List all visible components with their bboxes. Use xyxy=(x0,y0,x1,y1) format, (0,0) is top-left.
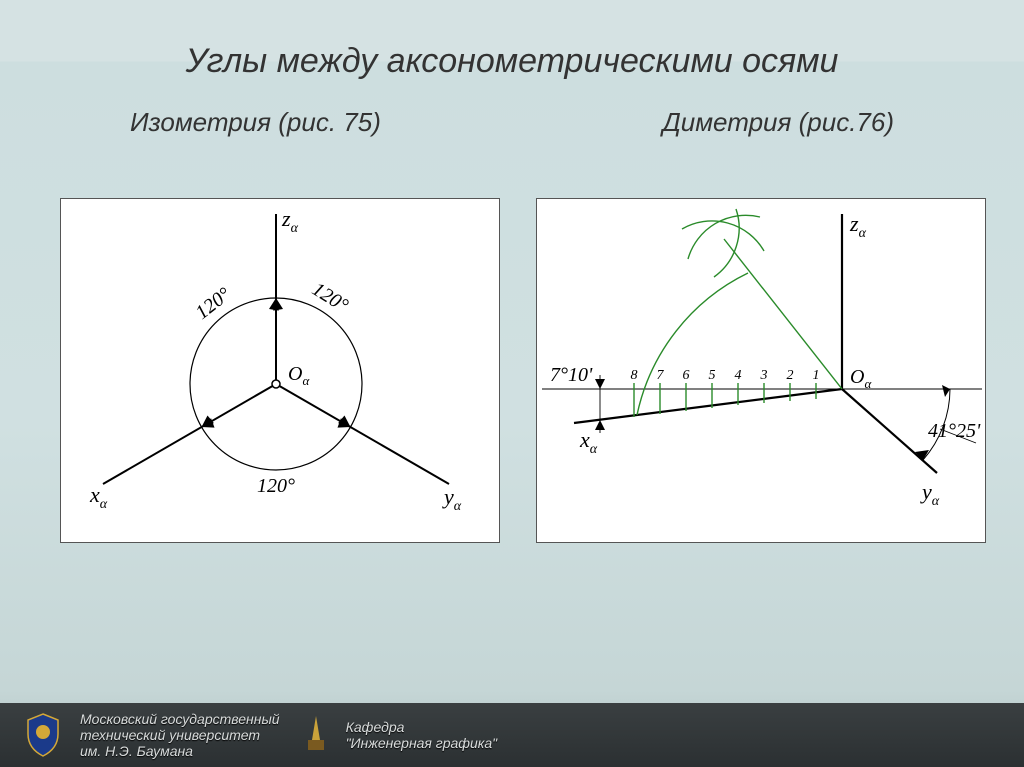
label-y: yα xyxy=(920,479,940,509)
uni-line2: технический университет xyxy=(80,727,280,743)
label-origin: Oα xyxy=(850,366,872,391)
dimetry-svg: 8 7 6 5 4 3 2 1 7°10' xyxy=(537,199,987,544)
axis-x xyxy=(103,384,276,484)
subtitle-isometry: Изометрия (рис. 75) xyxy=(130,107,381,138)
panels-row: 120° 120° 120° zα xα yα Oα xyxy=(0,138,1024,543)
angle-label-bottom: 120° xyxy=(257,475,295,497)
isometry-svg: 120° 120° 120° zα xα yα Oα xyxy=(61,199,501,544)
construction-line xyxy=(724,239,842,389)
svg-text:3: 3 xyxy=(760,368,768,383)
arrow-icon xyxy=(595,420,605,430)
origin-point xyxy=(272,380,280,388)
isometry-drawing: 120° 120° 120° zα xα yα Oα xyxy=(89,206,462,514)
subtitle-row: Изометрия (рис. 75) Диметрия (рис.76) xyxy=(0,81,1024,138)
label-y: yα xyxy=(442,484,462,514)
angle-y-label: 41°25' xyxy=(928,420,981,442)
dim-left xyxy=(595,375,605,433)
axis-y xyxy=(276,384,449,484)
department-name: Кафедра "Инженерная графика" xyxy=(346,719,498,751)
axis-y xyxy=(842,389,937,473)
uni-line1: Московский государственный xyxy=(80,711,280,727)
page-title: Углы между аксонометрическими осями xyxy=(0,0,1024,81)
svg-text:5: 5 xyxy=(709,368,716,383)
svg-text:2: 2 xyxy=(787,368,794,383)
subtitle-dimetry: Диметрия (рис.76) xyxy=(662,107,894,138)
angle-x-label: 7°10' xyxy=(550,364,593,386)
axis-x xyxy=(574,389,842,423)
x-tick-labels: 8 7 6 5 4 3 2 1 xyxy=(631,368,820,383)
svg-text:1: 1 xyxy=(813,368,820,383)
footer-bar: Московский государственный технический у… xyxy=(0,703,1024,767)
label-z: zα xyxy=(281,206,299,236)
angle-label-top-right: 120° xyxy=(308,278,352,317)
svg-text:7: 7 xyxy=(657,368,665,383)
university-crest-icon xyxy=(20,712,66,758)
university-name: Московский государственный технический у… xyxy=(80,711,280,759)
isometry-panel: 120° 120° 120° zα xα yα Oα xyxy=(60,198,500,543)
uni-line3: им. Н.Э. Баумана xyxy=(80,743,280,759)
svg-text:4: 4 xyxy=(735,368,742,383)
arrow-icon xyxy=(595,379,605,389)
dept-line2: "Инженерная графика" xyxy=(346,735,498,751)
dimetry-panel: 8 7 6 5 4 3 2 1 7°10' xyxy=(536,198,986,543)
label-origin: Oα xyxy=(288,363,310,388)
construction-arcs xyxy=(637,209,764,415)
dimetry-drawing: 8 7 6 5 4 3 2 1 7°10' xyxy=(542,209,982,509)
angle-label-top-left: 120° xyxy=(191,283,234,324)
label-x: xα xyxy=(89,482,108,512)
department-spire-icon xyxy=(300,714,332,756)
label-z: zα xyxy=(849,211,867,241)
svg-text:8: 8 xyxy=(631,368,638,383)
arrow-icon xyxy=(942,385,950,397)
svg-text:6: 6 xyxy=(683,368,690,383)
dept-line1: Кафедра xyxy=(346,719,498,735)
label-x: xα xyxy=(579,427,598,457)
